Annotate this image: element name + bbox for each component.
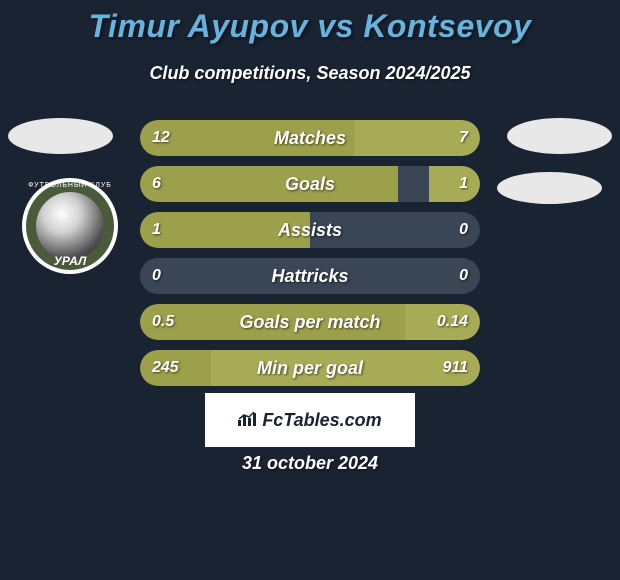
bar-track — [140, 166, 480, 202]
bar-track — [140, 258, 480, 294]
stat-row: Hattricks00 — [0, 258, 620, 294]
stat-row: Min per goal245911 — [0, 350, 620, 386]
bar-player1 — [140, 120, 354, 156]
chart-icon — [238, 410, 258, 431]
bar-player2 — [429, 166, 480, 202]
subtitle: Club competitions, Season 2024/2025 — [0, 63, 620, 84]
bar-track — [140, 304, 480, 340]
bar-player1 — [140, 304, 405, 340]
bar-track — [140, 212, 480, 248]
bar-track — [140, 120, 480, 156]
bar-track — [140, 350, 480, 386]
date-text: 31 october 2024 — [0, 453, 620, 474]
fctables-text: FcTables.com — [262, 410, 381, 431]
bar-player1 — [140, 350, 211, 386]
page-title: Timur Ayupov vs Kontsevoy — [0, 0, 620, 45]
fctables-attribution: FcTables.com — [205, 393, 415, 447]
bar-player1 — [140, 166, 398, 202]
comparison-chart: Matches127 Goals61 Assists10 Hattricks00 Goa… — [0, 120, 620, 396]
stat-row: Goals61 — [0, 166, 620, 202]
stat-row: Assists10 — [0, 212, 620, 248]
stat-row: Goals per match0.50.14 — [0, 304, 620, 340]
bar-player2 — [405, 304, 480, 340]
bar-player2 — [211, 350, 480, 386]
stat-row: Matches127 — [0, 120, 620, 156]
bar-player2 — [354, 120, 480, 156]
bar-player1 — [140, 212, 310, 248]
